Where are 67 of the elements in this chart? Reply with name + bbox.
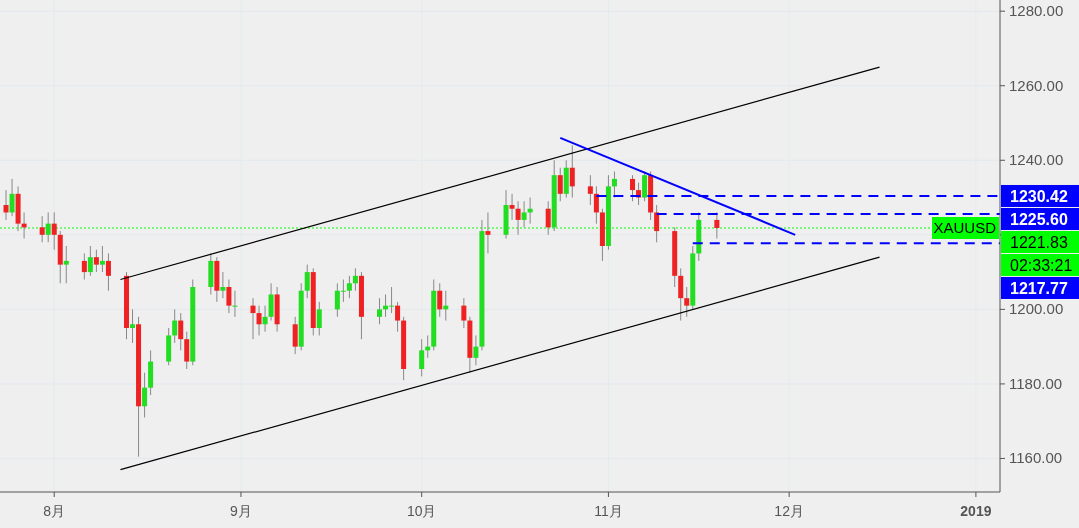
candlestick xyxy=(521,200,527,228)
candlestick xyxy=(485,211,491,254)
candlestick xyxy=(611,170,617,199)
candlestick xyxy=(105,252,111,292)
candlestick xyxy=(51,211,57,251)
candlestick xyxy=(642,170,648,202)
y-tick-label: 1180.00 xyxy=(1009,374,1063,392)
candlestick xyxy=(39,215,45,243)
data-label: 1225.60 xyxy=(1010,210,1068,228)
y-tick-label: 1260.00 xyxy=(1009,76,1064,94)
candlestick xyxy=(509,193,515,221)
candlestick xyxy=(99,245,105,273)
candlestick xyxy=(515,200,521,236)
x-tick-label: 10月 xyxy=(406,503,437,519)
candlestick xyxy=(304,264,310,299)
candlestick xyxy=(684,286,690,318)
candlestick xyxy=(473,334,479,366)
candlestick xyxy=(714,211,720,240)
text: 02:33:21 xyxy=(1010,256,1073,274)
candlestick xyxy=(81,252,87,281)
candlestick xyxy=(461,297,467,329)
candlestick xyxy=(630,174,636,202)
candlestick xyxy=(262,305,268,333)
candlestick xyxy=(654,204,660,243)
x-tick-label: 8月 xyxy=(43,503,66,519)
ref-line-label: 1221.83 xyxy=(1010,233,1068,251)
data-label: 1230.42 xyxy=(1010,187,1068,205)
y-tick-label: 1200.00 xyxy=(1009,300,1064,318)
candlestick xyxy=(3,189,9,221)
candlestick xyxy=(316,301,322,336)
candlestick xyxy=(587,174,593,206)
x-tick-label: 11月 xyxy=(594,503,623,519)
candlestick xyxy=(292,316,298,355)
candlestick xyxy=(377,297,383,325)
candlestick xyxy=(395,301,401,333)
x-tick-label: 2019 xyxy=(960,503,992,519)
candlestick xyxy=(93,249,99,273)
candlestick xyxy=(557,167,563,202)
candlestick xyxy=(63,245,69,284)
y-tick-label: 1280.00 xyxy=(1009,2,1064,20)
candlestick xyxy=(352,267,358,292)
candlestick xyxy=(419,338,425,377)
candlestick xyxy=(220,271,226,299)
x-tick-label: 9月 xyxy=(230,503,252,519)
data-label: 1217.77 xyxy=(1010,279,1068,297)
y-tick-label: 1160.00 xyxy=(1009,449,1063,467)
candlestick xyxy=(256,305,262,336)
candlestick xyxy=(87,245,93,277)
candlestick xyxy=(569,144,575,199)
candlestick xyxy=(437,282,443,318)
candlestick xyxy=(250,297,256,340)
candlestick xyxy=(142,372,148,418)
candlestick xyxy=(9,178,15,217)
candlestick xyxy=(226,279,232,314)
candlestick xyxy=(45,211,51,243)
candlestick xyxy=(268,282,274,322)
candlestick xyxy=(172,308,178,344)
candlestick xyxy=(184,331,190,370)
annotation: XAUUSD xyxy=(933,219,997,236)
candlestick xyxy=(178,312,184,351)
candlestick xyxy=(346,275,352,299)
candlestick xyxy=(232,290,238,318)
candlestick xyxy=(678,267,684,322)
x-tick-label: 12月 xyxy=(774,503,804,519)
y-tick-label: 1240.00 xyxy=(1009,151,1064,169)
candlestick xyxy=(130,308,136,344)
candlestick xyxy=(545,200,551,236)
